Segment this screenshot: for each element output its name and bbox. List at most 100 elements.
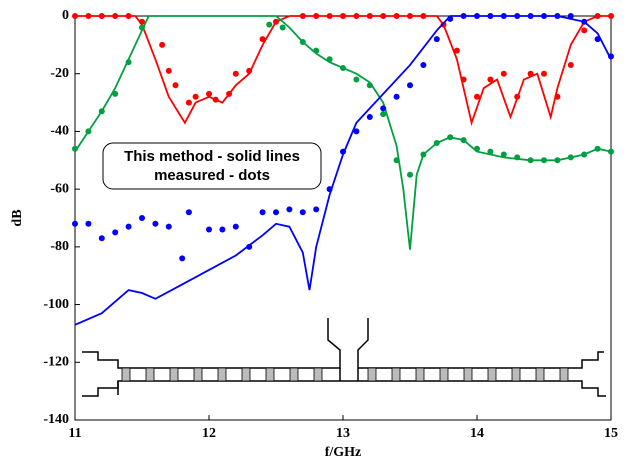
dot (125, 223, 132, 230)
dot (433, 139, 440, 146)
dot (112, 13, 119, 19)
dot (541, 13, 547, 19)
dot (474, 145, 480, 152)
y-tick-label: -20 (50, 66, 69, 81)
dot (139, 24, 145, 31)
x-tick-label: 12 (202, 426, 216, 441)
dot (299, 13, 306, 19)
dot (85, 128, 92, 135)
x-tick-label: 15 (604, 426, 618, 441)
filter-cell (121, 367, 131, 382)
dot (226, 90, 233, 97)
dot (72, 220, 78, 227)
dot (112, 90, 119, 97)
dot (420, 13, 427, 19)
dot (353, 13, 360, 19)
dot (165, 67, 172, 74)
dot (514, 93, 521, 100)
dot (500, 70, 507, 77)
filter-cell (367, 367, 377, 382)
y-tick-label: -120 (43, 355, 69, 370)
dot (527, 70, 534, 77)
dot (527, 157, 534, 164)
dot (72, 13, 78, 19)
dot (500, 151, 507, 158)
dot (453, 47, 460, 54)
filter-diagram (82, 318, 606, 397)
dot (98, 235, 105, 242)
dot (460, 137, 467, 144)
dot (366, 82, 373, 89)
filter-cell (439, 367, 449, 382)
dot (447, 134, 454, 141)
dot (433, 36, 440, 43)
dot (541, 70, 547, 77)
filter-cell (391, 367, 401, 382)
dot (567, 154, 574, 161)
dot (85, 13, 92, 19)
dot (279, 24, 286, 31)
filter-cell (487, 367, 497, 382)
dot (366, 114, 373, 120)
dot (85, 220, 92, 227)
dot (487, 13, 494, 19)
dot (474, 93, 480, 100)
filter-cell (145, 367, 155, 382)
dot (407, 82, 413, 89)
dot (273, 18, 279, 25)
dot (259, 36, 266, 43)
dot (326, 56, 333, 63)
filter-cell (289, 367, 299, 382)
y-axis-label: dB (10, 209, 25, 226)
filter-cell (265, 367, 275, 382)
dot (219, 226, 226, 233)
x-tick-label: 13 (336, 426, 350, 441)
dot (313, 13, 320, 19)
y-tick-label: 0 (62, 8, 69, 23)
y-tick-label: -100 (43, 297, 69, 312)
dot (447, 15, 454, 22)
dot (326, 186, 333, 193)
dot (460, 13, 467, 19)
filter-line (117, 368, 359, 395)
dot (192, 93, 199, 100)
dot (420, 62, 427, 69)
dot (514, 13, 521, 19)
dot (165, 223, 172, 230)
dot (393, 13, 400, 19)
filter-line (82, 318, 341, 369)
dot (380, 111, 387, 118)
dot (474, 13, 480, 19)
dot (393, 157, 400, 164)
filter-cell (241, 367, 251, 382)
dot (407, 171, 413, 178)
dot (554, 93, 561, 100)
annotation: measured - dots (154, 167, 270, 184)
dot (313, 47, 320, 54)
dot (159, 41, 166, 48)
dot (380, 105, 387, 112)
dot (500, 13, 507, 19)
dot (232, 70, 239, 77)
dot (487, 76, 494, 83)
annotation-box (102, 142, 322, 190)
dot (594, 13, 601, 19)
dot (514, 154, 521, 161)
dot (554, 13, 561, 19)
dot (541, 157, 547, 164)
filter-cell (463, 367, 473, 382)
dot (259, 209, 266, 216)
dot (567, 13, 574, 19)
filter-line (82, 380, 606, 397)
filter-cell (193, 367, 203, 382)
dot (487, 148, 494, 155)
dot (581, 18, 588, 25)
dot (299, 209, 306, 216)
dot (179, 255, 186, 262)
dot (286, 206, 293, 213)
dot (407, 13, 413, 19)
y-tick-label: -80 (50, 239, 69, 254)
dot (340, 13, 346, 19)
